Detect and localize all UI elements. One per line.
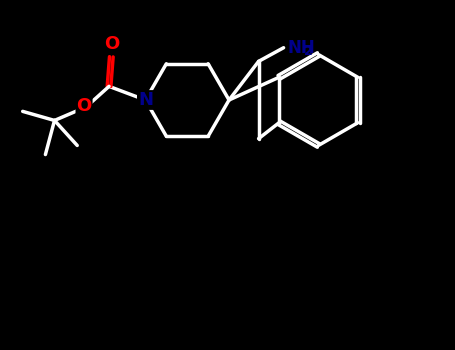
Text: N: N	[138, 91, 153, 109]
Text: NH: NH	[287, 39, 315, 57]
Text: 2: 2	[304, 45, 313, 58]
Text: O: O	[104, 35, 119, 53]
Text: O: O	[76, 97, 91, 115]
